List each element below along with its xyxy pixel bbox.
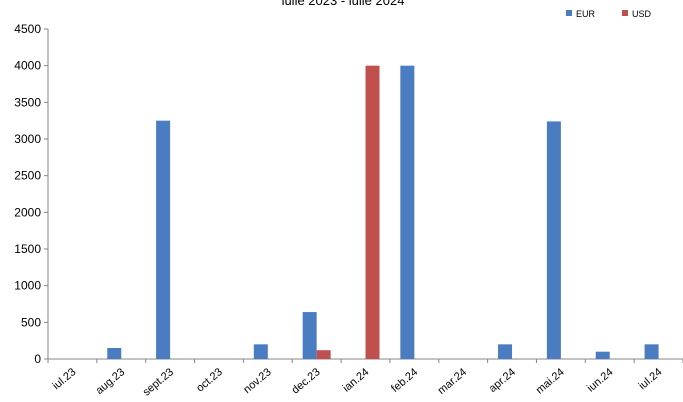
bars: [107, 65, 659, 360]
y-tick-label: 3500: [14, 95, 41, 109]
legend-label-usd: USD: [632, 9, 652, 19]
bar-eur-mai-24: [546, 121, 561, 360]
x-tick-label: sept.23: [141, 366, 176, 398]
x-tick-label: aug.23: [94, 366, 127, 397]
x-tick-label: iul.23: [50, 366, 78, 392]
x-tick-label: dec.23: [290, 366, 323, 396]
bar-eur-aug-23: [107, 348, 122, 359]
chart-title: iulie 2023 - iulie 2024: [282, 0, 405, 8]
y-tick-label: 4000: [14, 59, 41, 73]
x-tick-label: mar.24: [436, 366, 469, 397]
x-axis: iul.23 aug.23 sept.23 oct.23 nov.23 dec.23 ian…: [47, 358, 683, 398]
x-tick-label: feb.24: [389, 366, 420, 395]
x-tick-label: apr.24: [487, 366, 518, 395]
x-tick-label: iul.24: [637, 366, 665, 392]
x-tick-label: iun.24: [585, 366, 616, 394]
y-tick-label: 4500: [14, 22, 41, 36]
y-tick-label: 1500: [14, 242, 41, 256]
y-tick-label: 1000: [14, 279, 41, 293]
y-tick-label: 500: [21, 315, 41, 329]
y-tick-label: 0: [34, 352, 41, 366]
bar-usd-dec-23: [316, 350, 331, 359]
bar-eur-sept-23: [156, 120, 171, 360]
legend-swatch-eur: [566, 10, 572, 16]
bar-usd-ian-24: [365, 65, 380, 360]
y-tick-label: 2500: [14, 169, 41, 183]
bar-eur-dec-23: [302, 312, 317, 359]
bar-eur-iun-24: [595, 351, 610, 359]
x-tick-label: oct.23: [194, 366, 225, 394]
x-tick-label: ian.24: [341, 366, 372, 394]
y-axis: 0 500 1000 1500 2000 2500 3000 3500 4000 4500: [14, 22, 49, 366]
bar-eur-nov-23: [253, 344, 268, 359]
bar-eur-iul-24: [644, 344, 659, 359]
legend-label-eur: EUR: [576, 9, 596, 19]
y-tick-label: 3000: [14, 132, 41, 146]
bar-eur-feb-24: [400, 65, 415, 360]
legend-swatch-usd: [622, 10, 628, 16]
x-tick-label: mai.24: [534, 366, 567, 396]
bar-eur-apr-24: [498, 344, 513, 359]
x-tick-label: nov.23: [241, 366, 273, 396]
y-tick-label: 2000: [14, 205, 41, 219]
legend: EUR USD: [566, 9, 652, 19]
